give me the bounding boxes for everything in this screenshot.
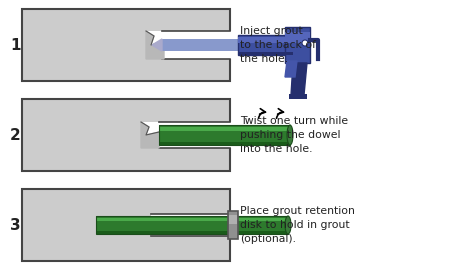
Bar xyxy=(159,127,290,130)
Text: 3: 3 xyxy=(10,218,21,232)
Bar xyxy=(146,31,310,59)
Ellipse shape xyxy=(287,125,293,145)
Ellipse shape xyxy=(285,216,291,234)
Bar xyxy=(285,32,310,43)
Bar xyxy=(151,214,310,236)
Bar xyxy=(285,27,310,63)
Bar xyxy=(159,141,290,145)
Bar xyxy=(228,211,238,239)
Bar xyxy=(229,215,237,224)
Bar xyxy=(159,125,290,145)
Circle shape xyxy=(302,40,308,46)
Bar xyxy=(96,216,288,234)
Text: 2: 2 xyxy=(10,127,21,143)
Polygon shape xyxy=(152,39,162,51)
Bar xyxy=(22,99,230,171)
Polygon shape xyxy=(146,31,164,59)
Bar xyxy=(162,39,240,51)
Polygon shape xyxy=(141,122,159,148)
Bar xyxy=(238,37,293,43)
Bar xyxy=(141,122,310,148)
Bar xyxy=(96,216,288,234)
Text: Inject grout
to the back of
the hole.: Inject grout to the back of the hole. xyxy=(240,26,316,64)
Text: Twist one turn while
pushing the dowel
into the hole.: Twist one turn while pushing the dowel i… xyxy=(240,116,348,154)
Text: Place grout retention
disk to hold in grout
(optional).: Place grout retention disk to hold in gr… xyxy=(240,206,355,244)
Bar xyxy=(238,35,293,55)
Bar xyxy=(159,125,290,145)
Polygon shape xyxy=(285,61,297,77)
Bar xyxy=(22,9,230,81)
Text: 1: 1 xyxy=(10,38,20,52)
Bar xyxy=(22,189,230,261)
Bar xyxy=(238,52,293,55)
Polygon shape xyxy=(291,63,307,95)
Bar xyxy=(289,94,307,99)
Bar xyxy=(96,231,288,234)
Bar xyxy=(96,218,288,221)
